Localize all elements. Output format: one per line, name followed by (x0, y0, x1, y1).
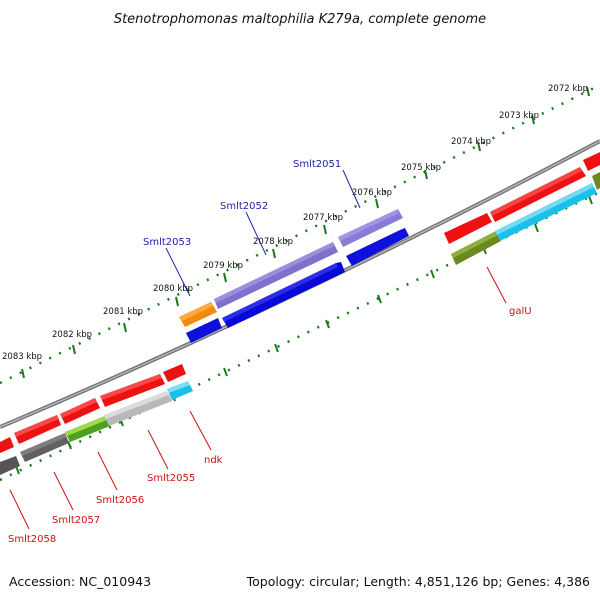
gene-label-smlt2052: Smlt2052 (220, 201, 268, 212)
topology-summary: Topology: circular; Length: 4,851,126 bp… (246, 574, 590, 589)
tick-label: 2083 kbp (2, 352, 42, 362)
ruler-major-ticks (21, 86, 590, 379)
gene-red-right-3[interactable] (583, 152, 600, 171)
gene-blue-1[interactable] (346, 228, 409, 266)
gene-red-right-1[interactable] (444, 213, 492, 244)
gene-blue-2[interactable] (222, 262, 345, 328)
gene-red-left-3[interactable] (60, 398, 100, 424)
gene-label-smlt2053: Smlt2053 (143, 237, 191, 248)
tick-label: 2076 kbp (352, 188, 392, 198)
gene-ndk[interactable] (167, 381, 193, 400)
gene-smlt2055[interactable] (104, 391, 172, 426)
gene-smlt2058[interactable] (0, 456, 20, 475)
ruler-outer (0, 83, 600, 385)
tick-label: 2074 kbp (451, 137, 491, 147)
gene-cyan-right[interactable] (495, 183, 597, 241)
gene-red-left-1[interactable] (0, 437, 14, 453)
label-leaders-bottom (9, 266, 507, 530)
gene-red-right-2[interactable] (490, 167, 586, 222)
gene-label-smlt2057: Smlt2057 (52, 515, 100, 526)
tick-label: 2082 kbp (52, 330, 92, 340)
tick-label: 2072 kbp (548, 84, 588, 94)
gene-smlt2052[interactable] (214, 242, 338, 309)
tick-label: 2077 kbp (303, 213, 343, 223)
gene-smlt2051[interactable] (338, 209, 403, 247)
tick-label: 2080 kbp (153, 284, 193, 294)
ruler-inner (0, 190, 600, 482)
gene-red-left-2[interactable] (14, 415, 61, 444)
gene-label-smlt2058: Smlt2058 (8, 534, 56, 545)
gene-label-smlt2056: Smlt2056 (96, 495, 144, 506)
gene-smlt2057[interactable] (20, 433, 69, 462)
tick-label: 2079 kbp (203, 261, 243, 271)
gene-label-smlt2055: Smlt2055 (147, 473, 195, 484)
tick-label: 2073 kbp (499, 111, 539, 121)
gene-red-left-5[interactable] (163, 364, 186, 382)
gene-blue-3[interactable] (186, 318, 222, 343)
ruler-labels: 2072 kbp 2073 kbp 2074 kbp 2075 kbp 2076… (2, 84, 588, 362)
gene-smlt2056[interactable] (65, 416, 110, 442)
genome-title: Stenotrophomonas maltophilia K279a, comp… (114, 12, 486, 27)
gene-label-galu: galU (509, 306, 532, 317)
label-leaders-top (165, 169, 361, 297)
accession-text: Accession: NC_010943 (9, 574, 151, 589)
gene-galu[interactable] (451, 231, 501, 265)
gene-label-smlt2051: Smlt2051 (293, 159, 341, 170)
tick-label: 2075 kbp (401, 163, 441, 173)
gene-olive-right[interactable] (592, 172, 600, 190)
gene-red-left-4[interactable] (100, 374, 165, 407)
tick-label: 2081 kbp (103, 307, 143, 317)
gene-smlt2053[interactable] (179, 302, 217, 327)
gene-label-ndk: ndk (204, 455, 223, 466)
tick-label: 2078 kbp (253, 237, 293, 247)
